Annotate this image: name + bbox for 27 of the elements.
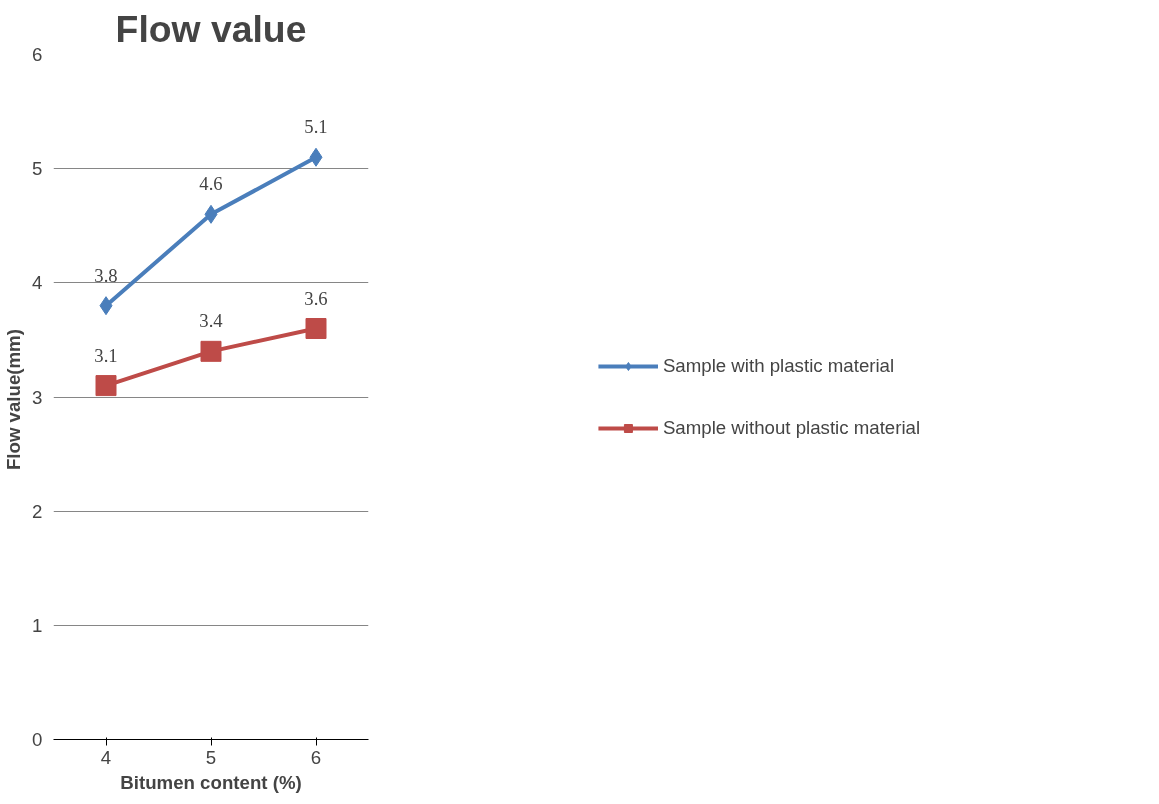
x-tick-label: 5 bbox=[205, 746, 217, 768]
data-label: 5.1 bbox=[304, 116, 328, 138]
y-tick-label: 0 bbox=[32, 729, 43, 750]
data-label: 3.6 bbox=[304, 287, 328, 309]
x-tick-label: 4 bbox=[100, 746, 112, 768]
point bbox=[204, 204, 218, 224]
data-label: 3.4 bbox=[199, 310, 224, 332]
y-tick-label: 2 bbox=[32, 500, 43, 522]
x-tick-label: 6 bbox=[310, 746, 322, 768]
data-label: 4.6 bbox=[199, 173, 223, 195]
y-tick-label: 4 bbox=[32, 272, 43, 294]
data-label: 3.1 bbox=[94, 344, 118, 366]
y-tick-label: 3 bbox=[32, 386, 43, 408]
legend-label: Sample without plastic material bbox=[662, 416, 921, 439]
point bbox=[99, 296, 113, 316]
point bbox=[200, 340, 222, 362]
y-axis-title: Flow value(mm) bbox=[3, 329, 25, 471]
chart-title: Flow value bbox=[115, 7, 307, 50]
point bbox=[309, 147, 323, 167]
point bbox=[95, 375, 117, 397]
point bbox=[305, 318, 327, 339]
y-tick-label: 1 bbox=[32, 614, 43, 636]
y-tick-label: 6 bbox=[32, 44, 43, 65]
data-label: 3.8 bbox=[94, 264, 118, 286]
legend-label: Sample with plastic material bbox=[662, 354, 895, 377]
y-tick-label: 5 bbox=[32, 158, 43, 180]
x-axis-title: Bitumen content (%) bbox=[120, 771, 302, 793]
